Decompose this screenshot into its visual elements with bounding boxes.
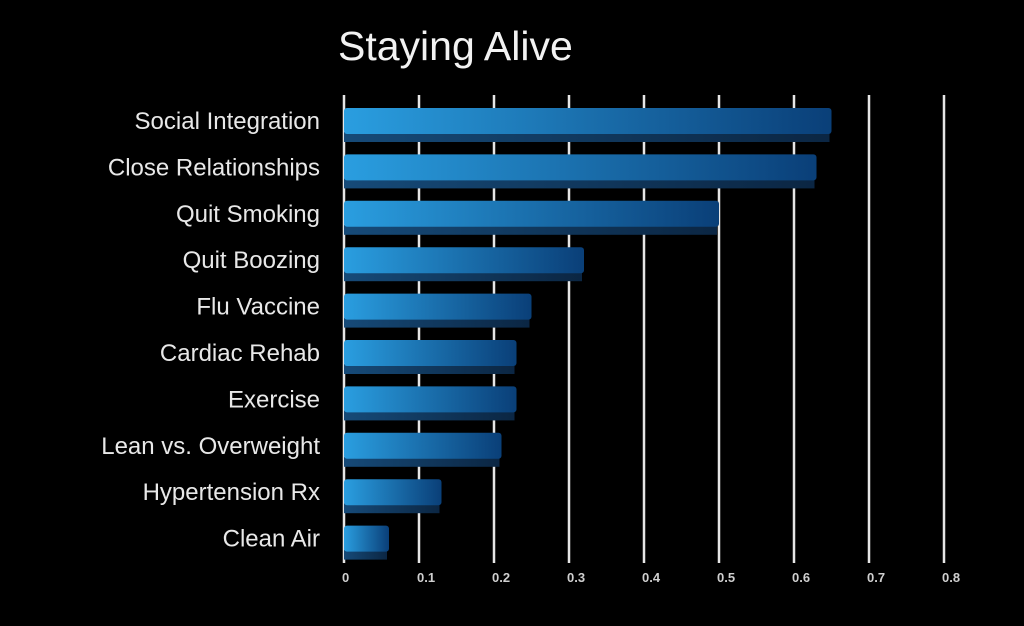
bar-top-face	[344, 247, 584, 274]
bar-top-face	[344, 479, 442, 506]
bar	[344, 386, 517, 421]
category-label: Flu Vaccine	[196, 294, 320, 321]
bar-bottom-face	[344, 178, 815, 189]
bar	[344, 154, 817, 189]
category-label: Close Relationships	[108, 154, 320, 181]
bar	[344, 340, 517, 374]
bar-bottom-face	[344, 224, 717, 235]
bar-top-face	[344, 340, 517, 366]
bar-bottom-face	[344, 364, 515, 374]
chart-title: Staying Alive	[338, 23, 573, 69]
category-label: Exercise	[228, 386, 320, 413]
category-label: Quit Boozing	[183, 247, 320, 274]
category-label: Quit Smoking	[176, 201, 320, 228]
category-label: Cardiac Rehab	[160, 340, 320, 367]
x-tick-label: 0	[342, 570, 349, 585]
x-tick-label: 0.7	[867, 570, 885, 585]
bar-bottom-face	[344, 317, 530, 328]
x-tick-label: 0.6	[792, 570, 810, 585]
category-label: Social Integration	[135, 108, 320, 135]
category-label: Hypertension Rx	[143, 479, 320, 506]
bar-top-face	[344, 432, 502, 459]
x-tick-label: 0.3	[567, 570, 585, 585]
bar	[344, 479, 442, 514]
x-tick-label: 0.4	[642, 570, 661, 585]
bar	[344, 200, 719, 235]
category-label: Clean Air	[223, 526, 320, 553]
bar-bottom-face	[344, 271, 582, 282]
bar-bottom-face	[344, 503, 440, 514]
bar	[344, 525, 389, 560]
x-tick-label: 0.1	[417, 570, 435, 585]
bar-top-face	[344, 525, 389, 552]
x-tick-label: 0.8	[942, 570, 960, 585]
bar-top-face	[344, 386, 517, 413]
bar	[344, 293, 532, 328]
bar	[344, 432, 502, 467]
bar-top-face	[344, 154, 817, 181]
category-label: Lean vs. Overweight	[101, 433, 320, 460]
bar	[344, 108, 832, 142]
bar-bottom-face	[344, 549, 387, 560]
bar-top-face	[344, 108, 832, 134]
bar-bottom-face	[344, 410, 515, 421]
bar-top-face	[344, 200, 719, 227]
bar-bottom-face	[344, 456, 500, 467]
x-tick-label: 0.5	[717, 570, 735, 585]
bar-top-face	[344, 293, 532, 320]
bar	[344, 247, 584, 282]
bar-bottom-face	[344, 132, 830, 142]
x-tick-label: 0.2	[492, 570, 510, 585]
